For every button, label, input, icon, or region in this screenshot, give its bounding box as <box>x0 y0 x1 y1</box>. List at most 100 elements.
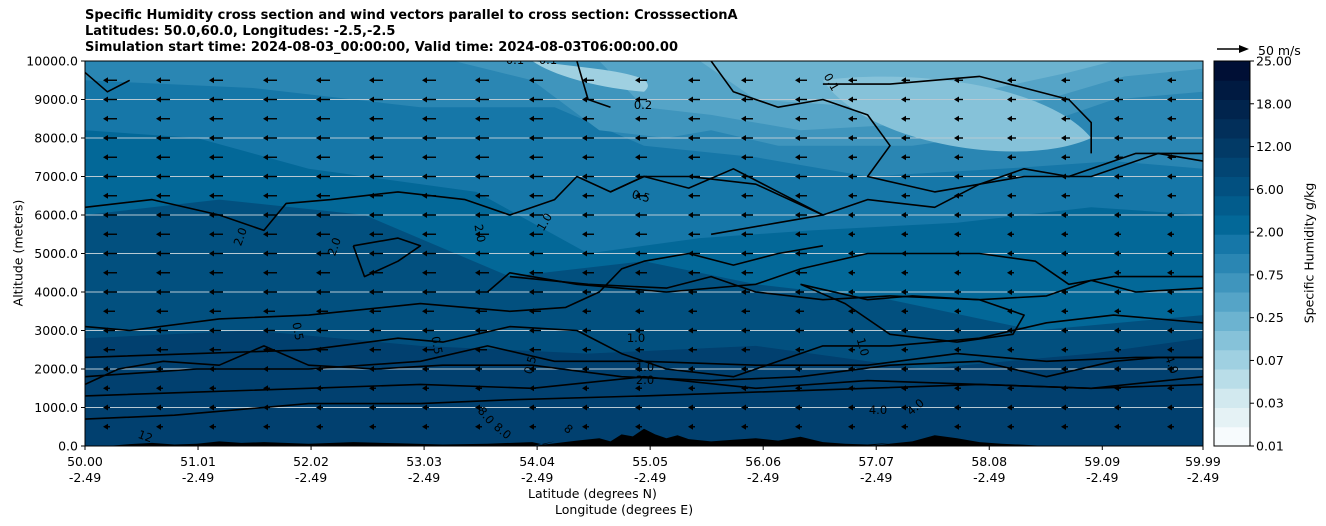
wind-vector-head <box>848 366 853 372</box>
wind-vector-head <box>422 96 427 103</box>
wind-vector-head <box>635 308 640 315</box>
contour-label: 0.1 <box>506 53 524 67</box>
wind-vector-head <box>263 96 268 103</box>
wind-vector-head <box>529 135 534 141</box>
wind-vector-head <box>1167 308 1172 315</box>
wind-vector-head <box>103 250 108 257</box>
wind-vector-head <box>1167 77 1172 84</box>
wind-vector-head <box>635 327 640 334</box>
wind-vector-head <box>582 308 587 315</box>
contour-label: 1.0 <box>627 331 645 345</box>
wind-vector-head <box>1061 385 1066 392</box>
wind-vector-head <box>582 250 587 257</box>
wind-vector-head <box>848 269 853 276</box>
wind-vector-head <box>422 385 427 392</box>
wind-vector-head <box>688 135 693 141</box>
colorbar-swatch <box>1214 349 1250 370</box>
colorbar-tick-label: 12.00 <box>1256 139 1292 154</box>
wind-vector-head <box>901 423 906 430</box>
wind-vector-head <box>1114 423 1119 430</box>
wind-vector-head <box>582 385 587 392</box>
wind-vector-head <box>688 346 693 353</box>
colorbar-swatch <box>1214 272 1250 293</box>
wind-vector-head <box>529 250 534 257</box>
wind-vector-head <box>1061 154 1066 161</box>
wind-vector-head <box>1167 173 1172 180</box>
colorbar-swatch <box>1214 80 1250 100</box>
wind-vector-head <box>263 250 268 257</box>
wind-vector-head <box>1007 96 1012 103</box>
wind-vector-head <box>1007 423 1012 430</box>
wind-vector-head <box>529 404 534 411</box>
colorbar-swatch <box>1214 369 1250 389</box>
wind-vector-head <box>263 173 268 180</box>
wind-vector-head <box>475 269 480 276</box>
wind-vector-head <box>688 115 693 122</box>
wind-vector-head <box>848 327 853 334</box>
wind-vector-head <box>741 77 746 84</box>
wind-vector-head <box>1007 154 1012 161</box>
y-tick-label: 0.0 <box>58 439 78 454</box>
wind-vector-head <box>688 269 693 276</box>
wind-vector-head <box>316 289 321 295</box>
x-tick-label-longitude: -2.49 <box>747 470 779 485</box>
wind-vector-head <box>1114 269 1119 276</box>
wind-vector-head <box>901 77 906 84</box>
wind-vector-head <box>1167 192 1172 199</box>
wind-vectors <box>103 77 1229 430</box>
wind-vector-head <box>635 423 640 430</box>
wind-vector-head <box>369 135 374 141</box>
wind-vector-head <box>1167 115 1172 122</box>
wind-vector-head <box>954 115 959 122</box>
y-tick-label: 8000.0 <box>34 131 78 146</box>
wind-vector-head <box>954 96 959 103</box>
x-tick-label-longitude: -2.49 <box>408 470 440 485</box>
wind-vector-head <box>156 192 161 199</box>
wind-vector-head <box>741 289 746 295</box>
wind-vector-head <box>475 135 480 141</box>
wind-vector-head <box>209 77 214 84</box>
wind-vector-head <box>1167 289 1172 295</box>
wind-vector-head <box>263 423 268 430</box>
wind-vector-head <box>1167 135 1172 141</box>
y-tick-label: 9000.0 <box>34 92 78 107</box>
wind-vector-head <box>475 96 480 103</box>
wind-vector-head <box>209 308 214 315</box>
wind-vector-head <box>1007 250 1012 257</box>
wind-vector-head <box>316 192 321 199</box>
wind-vector-head <box>1007 346 1012 353</box>
wind-vector-head <box>103 115 108 122</box>
contour-line-5 <box>85 245 824 332</box>
wind-vector-head <box>316 231 321 238</box>
wind-vector-head <box>741 366 746 372</box>
wind-vector-head <box>316 327 321 334</box>
colorbar-tick-label: 25.00 <box>1256 54 1292 69</box>
plot-axes: 0.0 1000.0 2000.0 3000.0 4000.0 5000.0 6000.0 7… <box>26 54 1221 486</box>
wind-vector-head <box>688 366 693 372</box>
wind-vector-head <box>848 308 853 315</box>
wind-vector-head <box>156 346 161 353</box>
wind-vector-head <box>954 173 959 180</box>
wind-vector-head <box>316 250 321 257</box>
wind-vector-head <box>209 173 214 180</box>
y-tick-label: 1000.0 <box>34 400 78 415</box>
wind-vector-head <box>1007 366 1012 372</box>
wind-vector-head <box>795 404 800 411</box>
wind-vector-head <box>156 212 161 218</box>
wind-vector-head <box>901 231 906 238</box>
wind-vector-head <box>954 192 959 199</box>
wind-vector-head <box>156 154 161 161</box>
wind-vector-head <box>741 250 746 257</box>
wind-vector-head <box>635 192 640 199</box>
wind-vector-head <box>954 385 959 392</box>
contour-line-10 <box>822 75 1092 154</box>
wind-vector-head <box>209 115 214 122</box>
wind-vector-head <box>475 423 480 430</box>
wind-vector-head <box>901 385 906 392</box>
wind-vector-head <box>901 96 906 103</box>
colorbar-swatch <box>1214 138 1250 158</box>
wind-vector-head <box>475 308 480 315</box>
wind-vector-head <box>422 115 427 122</box>
wind-vector-head <box>103 135 108 141</box>
wind-vector-head <box>688 154 693 161</box>
